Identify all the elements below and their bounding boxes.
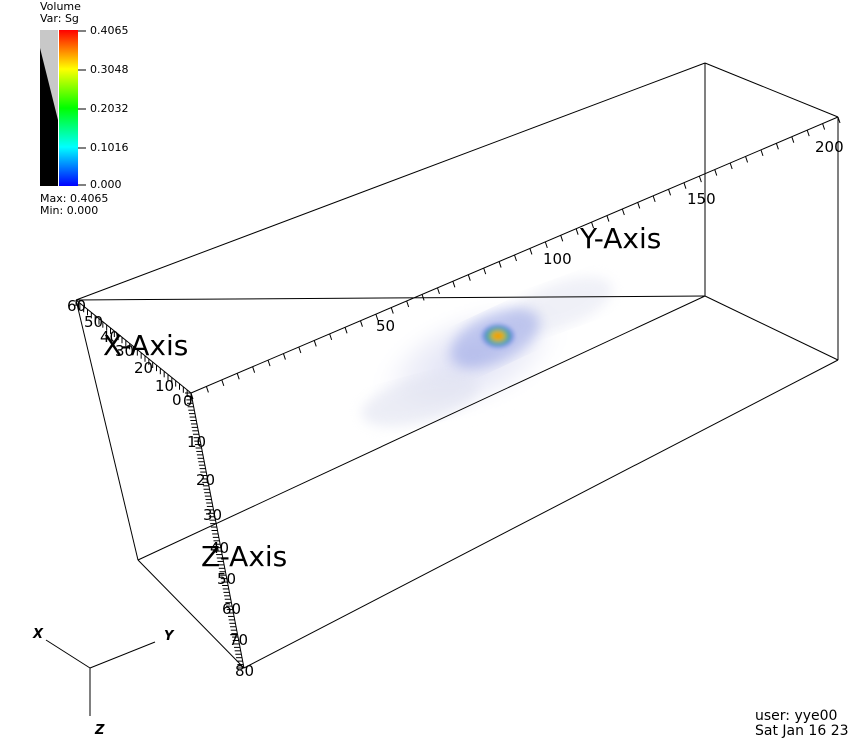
user-label: user: yye00: [755, 708, 838, 724]
tick-mark: [514, 254, 517, 262]
tick-mark: [683, 182, 687, 189]
y-tick-label: 150: [687, 190, 716, 208]
y-axis-ticks: [190, 116, 841, 400]
orientation-triad: X Y Z: [32, 627, 175, 738]
tick-mark: [236, 373, 240, 380]
tick-mark: [822, 123, 826, 130]
legend-tick-label: 0.000: [90, 178, 122, 191]
tick-mark: [467, 274, 471, 281]
color-legend: [40, 30, 86, 186]
triad-z-label: Z: [94, 723, 105, 738]
tick-mark: [760, 149, 764, 157]
tick-mark: [729, 162, 733, 170]
tick-mark: [575, 228, 579, 235]
z-tick-label: 0: [183, 392, 193, 410]
tick-mark: [714, 169, 718, 176]
legend-tick-label: 0.2032: [90, 102, 129, 115]
legend-title: Volume: [40, 0, 81, 13]
tick-mark: [560, 235, 564, 242]
tick-mark: [390, 307, 394, 314]
y-axis-title: Y-Axis: [579, 222, 661, 255]
triad-y-label: Y: [164, 629, 175, 644]
tick-mark: [221, 379, 225, 387]
z-tick-label: 70: [229, 631, 248, 649]
z-tick-label: 40: [210, 539, 229, 557]
legend-tick-label: 0.3048: [90, 63, 129, 76]
z-tick-label: 80: [235, 662, 254, 680]
x-tick-label: 50: [84, 313, 103, 331]
y-tick-label: 100: [543, 250, 572, 268]
x-tick-label: 60: [67, 297, 86, 315]
z-axis-ticks: [185, 392, 244, 669]
legend-min: Min: 0.000: [40, 204, 99, 217]
x-axis-title: X-Axis: [103, 329, 188, 362]
tick-mark: [544, 241, 548, 249]
tick-mark: [806, 129, 810, 137]
date-label: Sat Jan 16 23: [755, 723, 849, 739]
tick-mark: [483, 267, 487, 275]
opacity-ramp-dark: [40, 48, 58, 186]
tick-mark: [205, 386, 209, 393]
tick-mark: [267, 359, 271, 367]
tick-mark: [437, 287, 440, 295]
tick-mark: [329, 333, 333, 341]
z-tick-label: 20: [196, 471, 215, 489]
tick-mark: [252, 366, 256, 373]
y-tick-label: 200: [815, 138, 844, 156]
tick-mark: [498, 261, 502, 268]
bounding-box: [75, 62, 839, 669]
axis-titles: Y-Axis X-Axis Z-Axis: [103, 222, 661, 573]
tick-mark: [606, 215, 610, 222]
x-tick-label: 40: [100, 328, 119, 346]
x-axis-labels: 0 10 20 30 40 50 60: [67, 297, 182, 409]
tick-mark: [652, 195, 656, 203]
tick-mark: [452, 281, 456, 288]
z-axis-labels: 0 10 20 30 40 50 60 70 80: [183, 392, 254, 680]
x-tick-label: 20: [134, 359, 153, 377]
tick-mark: [791, 136, 795, 143]
x-tick-label: 10: [155, 377, 174, 395]
z-tick-label: 30: [203, 506, 222, 524]
z-tick-label: 50: [217, 570, 236, 588]
tick-mark: [375, 313, 379, 321]
tick-mark: [668, 189, 672, 196]
color-bar: [59, 30, 78, 186]
tick-mark: [637, 202, 641, 209]
x-tick-label: 0: [172, 391, 182, 409]
tick-mark: [421, 294, 425, 301]
tick-mark: [621, 208, 625, 216]
tick-mark: [359, 320, 363, 327]
tick-mark: [406, 300, 410, 308]
x-axis-ticks: [75, 300, 192, 399]
z-axis-title: Z-Axis: [201, 540, 287, 573]
z-tick-label: 60: [222, 600, 241, 618]
legend-tick-label: 0.4065: [90, 24, 129, 37]
legend-max: Max: 0.4065: [40, 192, 109, 205]
tick-mark: [591, 221, 594, 229]
z-tick-label: 10: [187, 433, 206, 451]
tick-mark: [282, 353, 286, 360]
volume-render: [361, 277, 613, 427]
tick-mark: [837, 116, 841, 124]
tick-mark: [745, 156, 749, 163]
tick-mark: [298, 346, 302, 354]
tick-mark: [313, 340, 317, 347]
legend-tick-label: 0.1016: [90, 141, 129, 154]
tick-mark: [775, 143, 779, 150]
tick-mark: [344, 327, 348, 334]
y-tick-label: 50: [376, 317, 395, 335]
tick-mark: [698, 175, 702, 183]
x-tick-label: 30: [115, 342, 134, 360]
color-bar-ticks: [78, 30, 86, 186]
legend-variable: Var: Sg: [40, 12, 79, 25]
tick-mark: [529, 248, 533, 255]
y-axis-labels: 50 100 150 200: [376, 138, 844, 335]
triad-x-label: X: [32, 627, 44, 642]
